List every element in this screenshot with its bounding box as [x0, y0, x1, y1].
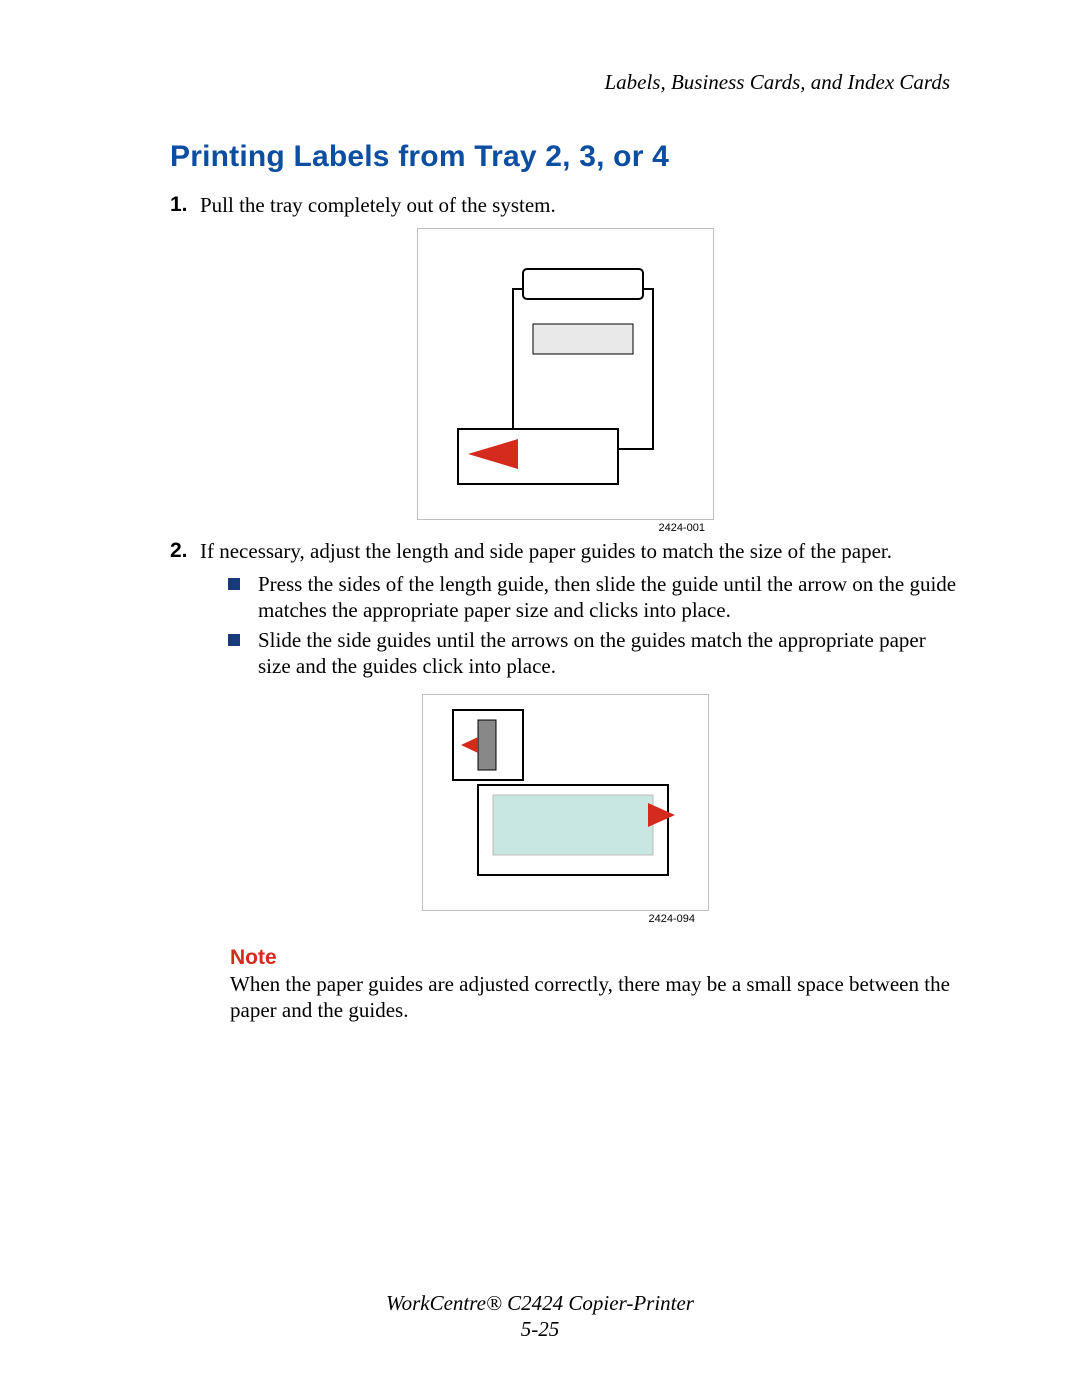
step-number: 2. — [170, 538, 200, 564]
figure-1-number: 2424-001 — [659, 522, 706, 534]
figure-1: 2424-001 — [385, 228, 745, 534]
step-2-subitems: Press the sides of the length guide, the… — [228, 571, 960, 680]
square-bullet-icon — [228, 634, 240, 646]
subitem-text: Slide the side guides until the arrows o… — [258, 627, 960, 680]
footer-page-number: 5-25 — [0, 1316, 1080, 1342]
figure-2-number: 2424-094 — [649, 913, 696, 925]
step-text: Pull the tray completely out of the syst… — [200, 192, 960, 218]
subitem-text: Press the sides of the length guide, the… — [258, 571, 960, 624]
note-text: When the paper guides are adjusted corre… — [230, 971, 960, 1024]
figure-2: 2424-094 — [385, 694, 745, 925]
note: Note When the paper guides are adjusted … — [230, 945, 960, 1024]
step-2-subitem-1: Press the sides of the length guide, the… — [228, 571, 960, 624]
figure-2-placeholder — [422, 694, 709, 911]
note-label: Note — [230, 945, 960, 971]
step-2: 2. If necessary, adjust the length and s… — [170, 538, 960, 564]
square-bullet-icon — [228, 578, 240, 590]
section-title: Printing Labels from Tray 2, 3, or 4 — [170, 140, 960, 174]
step-1: 1. Pull the tray completely out of the s… — [170, 192, 960, 218]
printer-tray-illustration-icon — [418, 229, 713, 519]
step-text: If necessary, adjust the length and side… — [200, 538, 960, 564]
page: Labels, Business Cards, and Index Cards … — [0, 0, 1080, 1397]
tray-guides-illustration-icon — [423, 695, 708, 910]
running-head: Labels, Business Cards, and Index Cards — [170, 70, 960, 95]
step-number: 1. — [170, 192, 200, 218]
page-footer: WorkCentre® C2424 Copier-Printer 5-25 — [0, 1290, 1080, 1343]
footer-product: WorkCentre® C2424 Copier-Printer — [0, 1290, 1080, 1316]
step-2-subitem-2: Slide the side guides until the arrows o… — [228, 627, 960, 680]
figure-1-placeholder — [417, 228, 714, 520]
